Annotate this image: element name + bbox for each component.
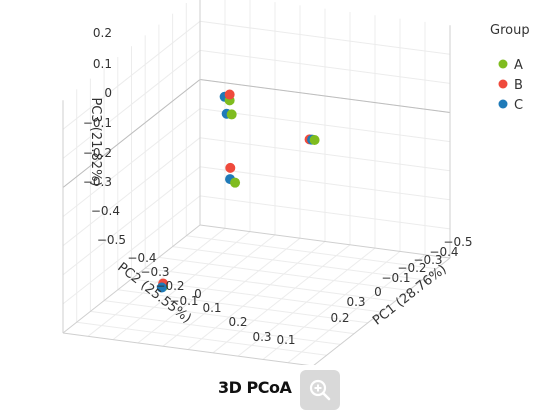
legend-marker-a bbox=[498, 59, 508, 69]
data-point-a bbox=[226, 109, 237, 120]
data-point-a bbox=[230, 177, 241, 188]
grid-line bbox=[237, 247, 376, 357]
tick-label-pc3: −0.2 bbox=[83, 146, 112, 160]
tick-label-pc2: 0.2 bbox=[228, 315, 247, 329]
grid-line bbox=[199, 195, 451, 230]
tick-label-pc1: −0.5 bbox=[443, 235, 472, 249]
grid-line bbox=[62, 20, 201, 130]
grid-line bbox=[62, 195, 201, 305]
data-point-a bbox=[309, 135, 320, 146]
tick-label-pc3: 0 bbox=[104, 86, 112, 100]
tick-label-pc1: 0.1 bbox=[276, 333, 295, 347]
grid-line bbox=[62, 166, 201, 276]
grid-line bbox=[62, 137, 201, 247]
legend-label-b[interactable]: B bbox=[514, 78, 523, 93]
grid-lines bbox=[62, 0, 451, 365]
tick-labels: 0.20.10−0.1−0.2−0.3−0.4−0.5−0.4−0.3−0.2−… bbox=[83, 26, 473, 347]
zero-line bbox=[62, 79, 201, 188]
tick-label-pc1: 0.2 bbox=[330, 311, 349, 325]
data-point-b bbox=[225, 162, 236, 173]
zero-line bbox=[199, 79, 451, 113]
box-edge bbox=[313, 257, 451, 365]
grid-line bbox=[76, 321, 327, 356]
tick-label-pc1: 0 bbox=[374, 285, 382, 299]
tick-label-pc1: −0.3 bbox=[413, 253, 442, 267]
tick-label-pc3: −0.1 bbox=[83, 116, 112, 130]
tick-label-pc3: −0.4 bbox=[91, 204, 120, 218]
tick-label-pc3: 0.2 bbox=[93, 26, 112, 40]
grid-line bbox=[117, 289, 368, 324]
pc3-axis-title: PC3 (21.82%) bbox=[88, 97, 103, 186]
grid-line bbox=[131, 278, 382, 313]
grid-line bbox=[199, 20, 451, 55]
tick-label-pc2: −0.2 bbox=[155, 279, 184, 293]
legend-marker-b bbox=[498, 79, 508, 89]
tick-label-pc1: 0.3 bbox=[346, 295, 365, 309]
pcoa-3d-plot[interactable]: 0.20.10−0.1−0.2−0.3−0.4−0.5−0.4−0.3−0.2−… bbox=[0, 0, 560, 365]
tick-label-pc3: −0.3 bbox=[83, 175, 112, 189]
grid-line bbox=[62, 108, 201, 217]
legend-label-a[interactable]: A bbox=[514, 58, 523, 73]
tick-label-pc3: 0.1 bbox=[93, 57, 112, 71]
tick-label-pc3: −0.5 bbox=[97, 233, 126, 247]
tick-label-pc1: −0.2 bbox=[397, 261, 426, 275]
grid-line bbox=[90, 310, 341, 345]
tick-label-pc2: 0.1 bbox=[202, 301, 221, 315]
grid-line bbox=[199, 108, 451, 143]
tick-label-pc2: −0.1 bbox=[169, 294, 198, 308]
legend-title: Group bbox=[490, 23, 530, 38]
tick-label-pc2: −0.4 bbox=[127, 251, 156, 265]
grid-line bbox=[287, 254, 426, 364]
data-points bbox=[156, 89, 320, 293]
zoom-in-icon bbox=[309, 379, 331, 401]
tick-label-pc1: −0.1 bbox=[381, 271, 410, 285]
data-point-c bbox=[156, 282, 167, 293]
grid-line bbox=[104, 300, 355, 335]
box-edge bbox=[199, 224, 451, 259]
box-edge bbox=[62, 224, 201, 334]
box-edge bbox=[62, 332, 310, 365]
data-point-b bbox=[224, 89, 235, 100]
tick-label-pc2: 0.3 bbox=[252, 330, 271, 344]
tick-label-pc2: −0.3 bbox=[140, 265, 169, 279]
grid-line bbox=[62, 50, 201, 159]
legend[interactable]: Group ABC bbox=[490, 23, 530, 113]
legend-label-c[interactable]: C bbox=[514, 98, 523, 113]
legend-marker-c bbox=[498, 99, 508, 109]
tick-label-pc1: −0.4 bbox=[429, 245, 458, 259]
zoom-button[interactable] bbox=[300, 370, 340, 410]
grid-line bbox=[199, 49, 451, 84]
grid-line bbox=[262, 251, 401, 360]
tick-label-pc2: 0 bbox=[194, 287, 202, 301]
grid-line bbox=[212, 244, 351, 354]
chart-title: 3D PCoA bbox=[218, 378, 292, 397]
grid-line bbox=[199, 166, 451, 201]
grid-line bbox=[199, 137, 451, 172]
